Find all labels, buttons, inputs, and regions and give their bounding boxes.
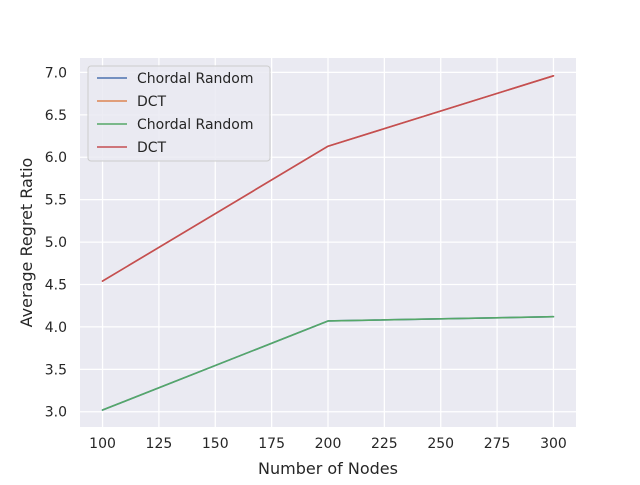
x-tick-label: 275 — [484, 436, 511, 452]
series-line-3 — [101, 75, 555, 282]
legend-box — [87, 65, 271, 162]
series-line-2 — [101, 315, 555, 411]
y-tick-label: 7.0 — [45, 65, 67, 81]
x-tick-label: 300 — [540, 436, 567, 452]
x-tick-label: 100 — [89, 436, 116, 452]
legend: Chordal Random DCT Chordal Random DCT — [87, 65, 271, 162]
x-tick-label: 175 — [258, 436, 285, 452]
x-tick-label: 200 — [315, 436, 342, 452]
legend-label: DCT — [137, 140, 167, 156]
series-lines — [101, 75, 555, 411]
x-axis-label: Number of Nodes — [258, 459, 398, 478]
y-tick-label: 4.5 — [45, 277, 67, 293]
y-tick-label: 6.5 — [45, 108, 67, 124]
legend-label: Chordal Random — [137, 71, 254, 87]
legend-label: DCT — [137, 94, 167, 110]
y-tick-label: 6.0 — [45, 150, 67, 166]
y-tick-label: 5.0 — [45, 235, 67, 251]
x-tick-label: 250 — [427, 436, 454, 452]
x-tick-labels: 100 125 150 175 200 225 250 275 300 — [89, 436, 567, 452]
y-tick-label: 3.5 — [45, 362, 67, 378]
y-axis-label: Average Regret Ratio — [17, 158, 36, 328]
y-tick-label: 4.0 — [45, 320, 67, 336]
y-tick-labels: 3.0 3.5 4.0 4.5 5.0 5.5 6.0 6.5 7.0 — [45, 65, 67, 420]
y-tick-label: 5.5 — [45, 193, 67, 209]
legend-label: Chordal Random — [137, 117, 254, 133]
y-tick-label: 3.0 — [45, 405, 67, 421]
x-tick-label: 150 — [202, 436, 229, 452]
x-tick-label: 225 — [371, 436, 398, 452]
x-tick-label: 125 — [146, 436, 173, 452]
